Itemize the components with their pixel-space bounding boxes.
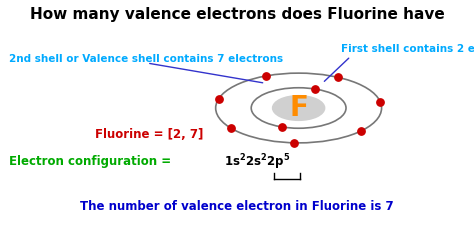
Point	[228, 126, 235, 130]
Point	[335, 76, 342, 79]
Circle shape	[273, 96, 325, 120]
Point	[263, 74, 270, 78]
Text: The number of valence electron in Fluorine is 7: The number of valence electron in Fluori…	[80, 200, 394, 214]
Text: F: F	[289, 94, 308, 122]
Text: Fluorine = [2, 7]: Fluorine = [2, 7]	[95, 128, 203, 142]
Text: 2nd shell or Valence shell contains 7 electrons: 2nd shell or Valence shell contains 7 el…	[9, 54, 283, 63]
Point	[311, 87, 319, 91]
Point	[279, 125, 286, 129]
Text: Electron configuration =: Electron configuration =	[9, 155, 176, 169]
Point	[291, 141, 298, 145]
Point	[376, 100, 384, 104]
Point	[357, 129, 365, 133]
Text: First shell contains 2 electrons: First shell contains 2 electrons	[341, 45, 474, 54]
Text: How many valence electrons does Fluorine have: How many valence electrons does Fluorine…	[29, 7, 444, 22]
Point	[215, 97, 223, 100]
Text: $\mathbf{1s^{2}2s^{2}2p^{5}}$: $\mathbf{1s^{2}2s^{2}2p^{5}}$	[224, 152, 291, 172]
